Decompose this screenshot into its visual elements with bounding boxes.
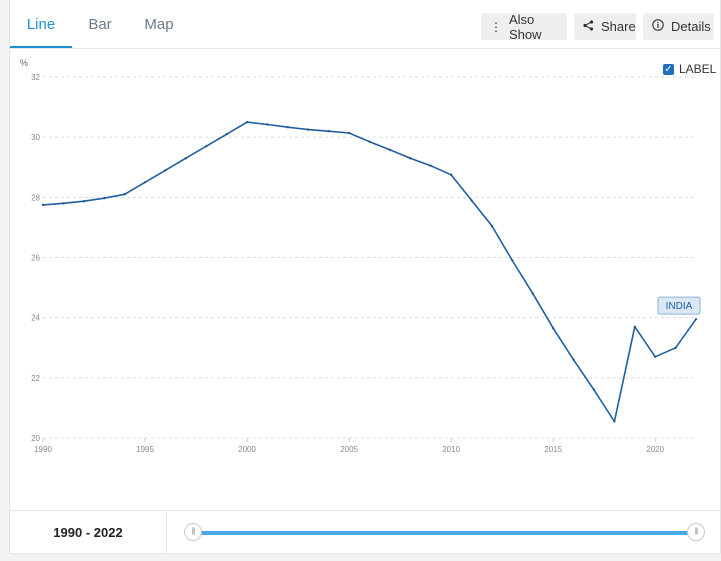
range-label: 1990 - 2022 <box>10 511 167 554</box>
tab-line[interactable]: Line <box>10 0 72 48</box>
data-point <box>552 327 555 330</box>
share-button[interactable]: Share <box>574 13 636 40</box>
also-show-button[interactable]: ⋮ Also Show <box>481 11 567 42</box>
data-point <box>388 148 392 151</box>
data-point <box>613 420 616 423</box>
data-point <box>654 355 657 358</box>
data-point <box>347 131 351 135</box>
x-tick-label: 2015 <box>544 445 562 454</box>
tab-bar[interactable]: Bar <box>88 16 112 33</box>
y-tick-label: 28 <box>31 193 40 202</box>
data-point <box>409 157 412 160</box>
data-point <box>82 200 85 203</box>
more-vertical-icon: ⋮ <box>490 19 502 34</box>
data-point <box>327 130 330 133</box>
y-tick-label: 24 <box>31 314 40 323</box>
line-chart: % 20 22 24 26 28 30 32 1990 1995 2000 2005 2010 2015 2… <box>20 58 701 454</box>
data-point <box>429 164 432 167</box>
y-tick-label: 20 <box>31 434 40 443</box>
range-slider-track[interactable] <box>195 531 698 535</box>
data-point <box>184 157 187 160</box>
also-show-label: Also Show <box>509 11 542 42</box>
tab-map[interactable]: Map <box>144 16 174 33</box>
series-label-india: INDIA <box>666 301 693 312</box>
data-point <box>123 193 126 196</box>
share-icon <box>583 19 594 34</box>
y-tick-label: 30 <box>31 133 40 142</box>
data-point <box>470 199 473 202</box>
checkbox-icon[interactable]: ✓ <box>663 63 674 75</box>
data-point <box>225 133 228 136</box>
data-point <box>674 346 677 349</box>
x-tick-label: 2005 <box>340 445 358 454</box>
x-tick-label: 1995 <box>136 445 154 454</box>
time-range-footer: 1990 - 2022 ||| ||| <box>10 510 720 554</box>
data-point <box>103 197 106 200</box>
info-icon <box>652 19 664 34</box>
data-point <box>164 169 167 172</box>
y-tick-label: 22 <box>31 374 40 383</box>
view-tabs: Line Bar Map ⋮ Also Show Share Details <box>10 0 720 49</box>
details-label: Details <box>671 19 711 34</box>
y-axis-unit-label: % <box>20 58 28 68</box>
label-toggle-text: LABEL <box>679 62 717 76</box>
x-tick-label: 2010 <box>442 445 460 454</box>
data-point <box>490 224 494 228</box>
data-point <box>266 123 269 126</box>
data-point <box>531 292 534 295</box>
range-slider-start-handle[interactable]: ||| <box>184 523 202 541</box>
data-point <box>368 140 371 143</box>
series-line-india <box>42 121 697 423</box>
x-tick-label: 2020 <box>646 445 664 454</box>
x-tick-label: 2000 <box>238 445 256 454</box>
data-point <box>62 202 65 205</box>
range-slider-end-handle[interactable]: ||| <box>687 523 705 541</box>
y-tick-label: 26 <box>31 254 40 263</box>
x-tick-label: 1990 <box>34 445 52 454</box>
data-point <box>592 388 596 391</box>
data-point <box>572 358 575 361</box>
data-point <box>694 318 698 321</box>
data-point <box>143 181 147 184</box>
data-point <box>245 121 249 124</box>
data-point <box>450 173 453 176</box>
label-toggle[interactable]: ✓ LABEL <box>663 62 716 76</box>
series-label-box <box>657 296 701 315</box>
data-point <box>511 259 514 262</box>
data-point <box>633 325 636 328</box>
data-point <box>286 126 289 129</box>
data-point <box>205 145 208 148</box>
chart-card: Line Bar Map ⋮ Also Show Share Details ✓… <box>9 0 721 554</box>
data-point <box>307 128 310 131</box>
share-label: Share <box>601 19 636 34</box>
details-button[interactable]: Details <box>643 13 714 40</box>
y-tick-label: 32 <box>31 73 40 82</box>
data-point <box>41 203 45 206</box>
